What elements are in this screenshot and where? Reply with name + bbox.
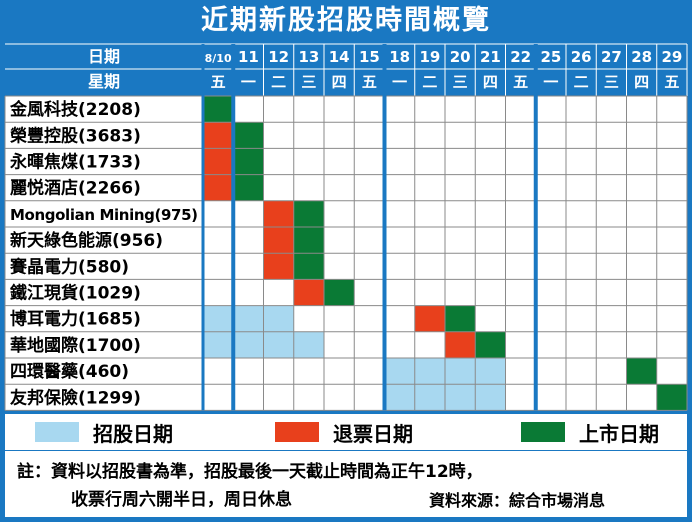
- legend-subscription: 招股日期: [35, 418, 173, 446]
- weekday-tick-label: 五: [513, 73, 528, 91]
- listing-cell: [293, 227, 324, 254]
- refund-cell: [263, 253, 294, 280]
- legend-refund: 退票日期: [275, 418, 413, 446]
- weekday-header-label: 星期: [88, 72, 120, 91]
- legend-listing-swatch: [521, 422, 565, 442]
- subscription-cell: [233, 305, 264, 332]
- legend-refund-label: 退票日期: [333, 421, 413, 446]
- subscription-cell: [263, 305, 294, 332]
- legend-listing-label: 上市日期: [579, 421, 659, 446]
- subscription-cell: [203, 305, 234, 332]
- weekday-tick-label: 二: [271, 73, 286, 91]
- footnotes: 註：資料以招股書為準，招股最後一天截止時間為正午12時， 收票行周六開半日，周日…: [5, 451, 687, 517]
- subscription-cell: [445, 358, 476, 385]
- date-tick-label: 14: [329, 48, 350, 66]
- weekday-tick-label: 三: [301, 73, 316, 91]
- subscription-cell: [203, 331, 234, 358]
- subscription-cell: [384, 358, 415, 385]
- refund-cell: [414, 305, 445, 332]
- subscription-cell: [475, 358, 506, 385]
- stock-name-label: 博耳電力(1685): [10, 309, 141, 330]
- weekday-tick-label: 一: [392, 73, 407, 91]
- weekday-tick-label: 二: [422, 73, 437, 91]
- listing-cell: [626, 358, 657, 385]
- date-tick-label: 13: [298, 48, 319, 66]
- legend-subscription-label: 招股日期: [93, 421, 173, 446]
- stock-name-label: 新天綠色能源(956): [10, 230, 163, 251]
- date-tick-label: 20: [450, 48, 471, 66]
- subscription-cell: [445, 384, 476, 411]
- subscription-cell: [293, 331, 324, 358]
- weekday-tick-label: 一: [543, 73, 558, 91]
- listing-cell: [475, 331, 506, 358]
- weekday-tick-label: 四: [634, 73, 649, 91]
- source-note: 資料來源：綜合市場消息: [429, 491, 606, 510]
- listing-cell: [656, 384, 687, 411]
- subscription-cell: [475, 384, 506, 411]
- date-tick-label: 8/10: [205, 52, 232, 65]
- weekday-tick-label: 三: [604, 73, 619, 91]
- header-background: [5, 44, 687, 96]
- refund-cell: [263, 227, 294, 254]
- stock-name-label: 永暉焦煤(1733): [9, 152, 141, 173]
- listing-cell: [233, 122, 264, 149]
- weekday-tick-label: 四: [332, 73, 347, 91]
- date-tick-label: 22: [510, 48, 531, 66]
- weekday-tick-label: 五: [664, 73, 679, 91]
- listing-cell: [203, 96, 234, 123]
- weekday-tick-label: 四: [483, 73, 498, 91]
- subscription-cell: [384, 384, 415, 411]
- date-tick-label: 21: [480, 48, 501, 66]
- page-title: 近期新股招股時間概覽: [201, 5, 491, 36]
- stock-name-label: Mongolian Mining(975): [10, 206, 198, 224]
- date-tick-label: 29: [661, 48, 682, 66]
- listing-cell: [293, 200, 324, 227]
- listing-cell: [324, 279, 355, 306]
- subscription-cell: [263, 331, 294, 358]
- legend-subscription-swatch: [35, 422, 79, 442]
- stock-name-label: 友邦保險(1299): [10, 387, 141, 408]
- weekday-tick-label: 三: [453, 73, 468, 91]
- legend-refund-swatch: [275, 422, 319, 442]
- stock-name-label: 四環醫藥(460): [10, 361, 129, 382]
- listing-cell: [233, 174, 264, 201]
- weekday-tick-label: 一: [241, 73, 256, 91]
- stock-name-label: 賽晶電力(580): [9, 256, 129, 277]
- date-tick-label: 27: [601, 48, 622, 66]
- subscription-cell: [233, 331, 264, 358]
- weekday-tick-label: 五: [211, 73, 226, 91]
- stock-name-label: 鐵江現貨(1029): [10, 283, 141, 304]
- date-tick-label: 11: [238, 48, 259, 66]
- stock-name-label: 榮豐控股(3683): [10, 125, 141, 146]
- stock-name-label: 華地國際(1700): [10, 335, 141, 356]
- date-tick-label: 28: [631, 48, 652, 66]
- date-tick-label: 18: [389, 48, 410, 66]
- date-tick-label: 19: [419, 48, 440, 66]
- date-tick-label: 25: [540, 48, 561, 66]
- legend: 招股日期 退票日期 上市日期: [5, 414, 687, 450]
- refund-cell: [263, 200, 294, 227]
- weekday-tick-label: 二: [574, 73, 589, 91]
- stock-name-label: 金風科技(2208): [9, 99, 141, 120]
- date-tick-label: 15: [359, 48, 380, 66]
- subscription-cell: [414, 358, 445, 385]
- refund-cell: [203, 174, 234, 201]
- ipo-schedule-chart: 日期星期8/10五11一12二13三14四15五18一19二20三21四22五2…: [4, 43, 688, 411]
- note-line-1: 註：資料以招股書為準，招股最後一天截止時間為正午12時，: [17, 462, 483, 482]
- refund-cell: [445, 331, 476, 358]
- date-header-label: 日期: [88, 47, 120, 66]
- weekday-tick-label: 五: [362, 73, 377, 91]
- listing-cell: [445, 305, 476, 332]
- date-tick-label: 26: [571, 48, 592, 66]
- refund-cell: [293, 279, 324, 306]
- refund-cell: [203, 148, 234, 175]
- listing-cell: [233, 148, 264, 175]
- refund-cell: [203, 122, 234, 149]
- note-line-2: 收票行周六開半日，周日休息: [71, 490, 292, 510]
- listing-cell: [293, 253, 324, 280]
- legend-listing: 上市日期: [521, 418, 659, 446]
- stock-name-label: 麗悦酒店(2266): [10, 178, 141, 199]
- date-tick-label: 12: [268, 48, 289, 66]
- subscription-cell: [414, 384, 445, 411]
